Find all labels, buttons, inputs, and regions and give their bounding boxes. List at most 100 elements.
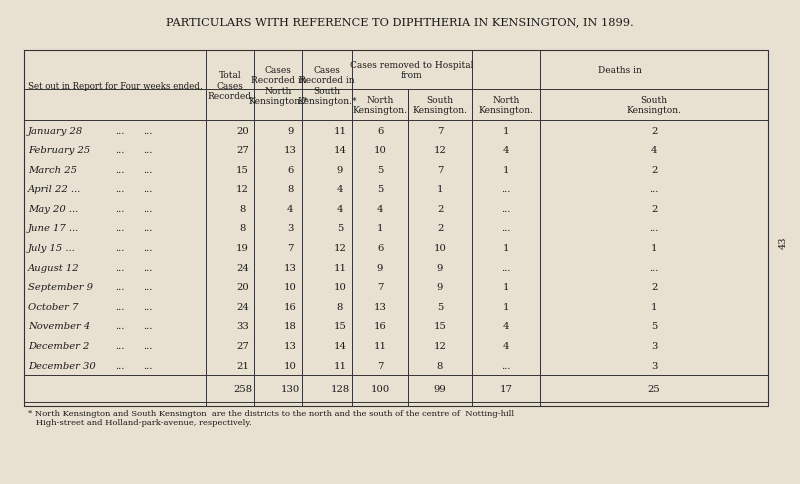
Text: ...: ... — [115, 302, 125, 311]
Text: May 20 ...: May 20 ... — [28, 204, 78, 213]
Text: 99: 99 — [434, 384, 446, 393]
Text: ...: ... — [143, 322, 153, 331]
Text: 18: 18 — [284, 322, 297, 331]
Text: 7: 7 — [437, 166, 443, 174]
Text: 33: 33 — [236, 322, 249, 331]
Text: 27: 27 — [236, 146, 249, 155]
Text: 8: 8 — [287, 185, 294, 194]
Text: Total
Cases
Recorded.: Total Cases Recorded. — [207, 71, 254, 101]
Text: ...: ... — [115, 263, 125, 272]
Text: 4: 4 — [502, 322, 510, 331]
Text: 2: 2 — [651, 283, 657, 292]
Text: June 17 ...: June 17 ... — [28, 224, 79, 233]
Text: ...: ... — [143, 283, 153, 292]
Text: 13: 13 — [284, 263, 297, 272]
Text: 1: 1 — [502, 283, 510, 292]
Text: ...: ... — [143, 263, 153, 272]
Text: 20: 20 — [236, 126, 249, 135]
Text: 13: 13 — [374, 302, 386, 311]
Text: 1: 1 — [502, 302, 510, 311]
Text: 1: 1 — [650, 302, 658, 311]
Text: South
Kensington.: South Kensington. — [626, 96, 682, 115]
Text: ...: ... — [115, 322, 125, 331]
Text: ...: ... — [115, 185, 125, 194]
Text: 2: 2 — [651, 204, 657, 213]
Text: 1: 1 — [502, 243, 510, 253]
Text: ...: ... — [502, 185, 510, 194]
Text: 10: 10 — [284, 283, 297, 292]
Text: 5: 5 — [377, 185, 383, 194]
Text: 24: 24 — [236, 263, 249, 272]
Text: 13: 13 — [284, 341, 297, 350]
Text: ...: ... — [143, 146, 153, 155]
Text: July 15 ...: July 15 ... — [28, 243, 76, 253]
Text: 5: 5 — [651, 322, 657, 331]
Text: 4: 4 — [502, 146, 510, 155]
Text: 6: 6 — [377, 126, 383, 135]
Text: 7: 7 — [377, 361, 383, 370]
Text: January 28: January 28 — [28, 126, 83, 135]
Text: 1: 1 — [650, 243, 658, 253]
Text: PARTICULARS WITH REFERENCE TO DIPHTHERIA IN KENSINGTON, IN 1899.: PARTICULARS WITH REFERENCE TO DIPHTHERIA… — [166, 17, 634, 27]
Text: October 7: October 7 — [28, 302, 78, 311]
Text: 10: 10 — [374, 146, 386, 155]
Text: February 25: February 25 — [28, 146, 90, 155]
Text: ...: ... — [143, 126, 153, 135]
Text: 258: 258 — [233, 384, 252, 393]
Text: 8: 8 — [239, 224, 246, 233]
Text: ...: ... — [115, 146, 125, 155]
Text: North
Kensington.: North Kensington. — [478, 96, 534, 115]
Text: 13: 13 — [284, 146, 297, 155]
Text: December 2: December 2 — [28, 341, 90, 350]
Text: 12: 12 — [236, 185, 249, 194]
Text: 27: 27 — [236, 341, 249, 350]
Text: ...: ... — [650, 185, 658, 194]
Text: 8: 8 — [239, 204, 246, 213]
Text: 9: 9 — [377, 263, 383, 272]
Text: Cases removed to Hospital
from: Cases removed to Hospital from — [350, 60, 474, 80]
Text: ...: ... — [143, 204, 153, 213]
Text: Set out in Report for Four weeks ended,: Set out in Report for Four weeks ended, — [28, 81, 202, 91]
Text: 43: 43 — [779, 236, 788, 248]
Text: ...: ... — [115, 341, 125, 350]
Text: 5: 5 — [377, 166, 383, 174]
Text: ...: ... — [650, 263, 658, 272]
Text: 11: 11 — [374, 341, 386, 350]
Text: ...: ... — [115, 204, 125, 213]
Text: March 25: March 25 — [28, 166, 77, 174]
Text: 12: 12 — [434, 146, 446, 155]
Text: 15: 15 — [434, 322, 446, 331]
Text: 3: 3 — [651, 341, 657, 350]
Text: 9: 9 — [287, 126, 294, 135]
Text: 1: 1 — [502, 166, 510, 174]
Text: 10: 10 — [284, 361, 297, 370]
Text: ...: ... — [650, 224, 658, 233]
Text: 130: 130 — [281, 384, 300, 393]
Text: November 4: November 4 — [28, 322, 90, 331]
Text: September 9: September 9 — [28, 283, 93, 292]
Text: 3: 3 — [287, 224, 294, 233]
Text: 21: 21 — [236, 361, 249, 370]
Text: 2: 2 — [651, 166, 657, 174]
Text: 15: 15 — [334, 322, 346, 331]
Text: 8: 8 — [437, 361, 443, 370]
Text: ...: ... — [143, 224, 153, 233]
Text: 7: 7 — [287, 243, 294, 253]
Text: ...: ... — [115, 283, 125, 292]
Text: 9: 9 — [437, 283, 443, 292]
Text: * North Kensington and South Kensington  are the districts to the north and the : * North Kensington and South Kensington … — [28, 409, 514, 426]
Text: ...: ... — [143, 361, 153, 370]
Text: 24: 24 — [236, 302, 249, 311]
Text: 15: 15 — [236, 166, 249, 174]
Text: 6: 6 — [377, 243, 383, 253]
Text: ...: ... — [115, 361, 125, 370]
Text: 2: 2 — [651, 126, 657, 135]
Text: ...: ... — [115, 243, 125, 253]
Text: 14: 14 — [334, 146, 346, 155]
Text: 9: 9 — [337, 166, 343, 174]
Text: December 30: December 30 — [28, 361, 96, 370]
Text: 20: 20 — [236, 283, 249, 292]
Text: Cases
Recorded in
South
Kensington.*: Cases Recorded in South Kensington.* — [298, 66, 357, 106]
Text: ...: ... — [502, 224, 510, 233]
Text: 6: 6 — [287, 166, 294, 174]
